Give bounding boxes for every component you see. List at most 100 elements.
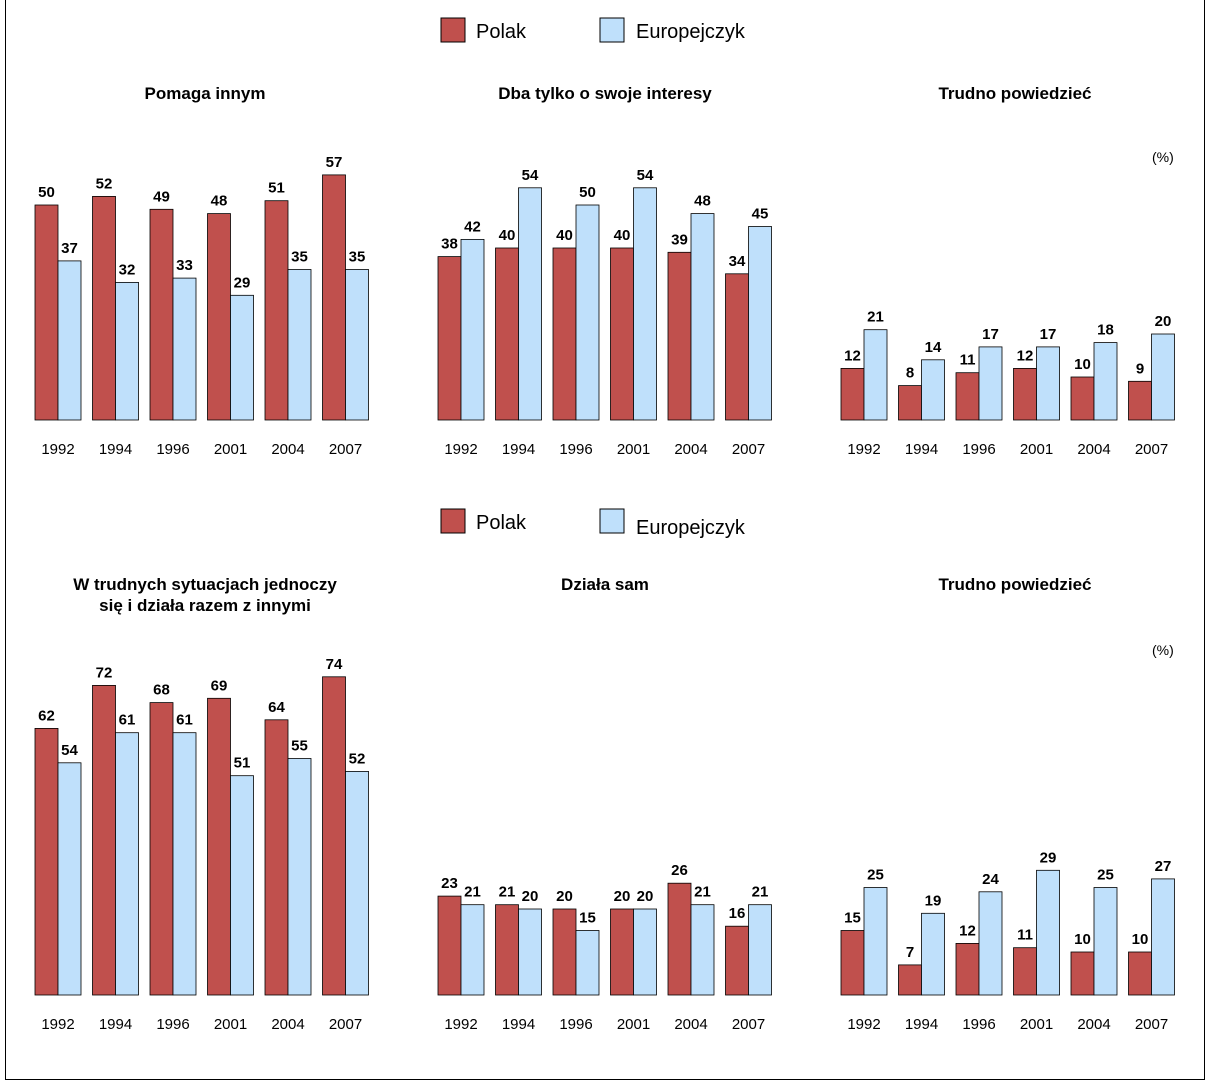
bar-polak <box>207 213 231 421</box>
bar-europejczyk <box>1093 887 1118 996</box>
legend-label-europejczyk: Europejczyk <box>636 517 746 539</box>
legend-swatch-europejczyk <box>599 17 625 43</box>
figure-frame <box>5 0 1205 1080</box>
bar-polak <box>610 908 634 996</box>
data-label: 38 <box>441 236 458 253</box>
bar-polak <box>34 728 59 996</box>
data-label: 12 <box>844 347 861 364</box>
unit-label-top: (%) <box>1152 149 1174 165</box>
data-label: 50 <box>38 184 55 201</box>
x-tick-label: 1994 <box>905 441 938 458</box>
data-label: 19 <box>925 892 942 909</box>
legend-label-polak: Polak <box>476 512 527 534</box>
chart-title: się i działa razem z innymi <box>99 596 311 615</box>
bar-polak <box>149 208 174 421</box>
data-label: 27 <box>1155 858 1172 875</box>
data-label: 25 <box>1097 867 1114 884</box>
data-label: 16 <box>729 905 746 922</box>
bar-polak <box>898 385 922 421</box>
data-label: 69 <box>211 677 228 694</box>
bar-europejczyk <box>575 204 600 421</box>
bar-polak <box>437 256 462 421</box>
x-tick-label: 2004 <box>674 441 707 458</box>
bar-europejczyk <box>1151 878 1175 996</box>
bar-polak <box>264 719 289 996</box>
chart-title: W trudnych sytuacjach jednoczy <box>73 575 337 594</box>
bar-polak <box>1070 951 1095 996</box>
bar-europejczyk <box>115 732 139 996</box>
bar-europejczyk <box>345 269 369 421</box>
bar-polak <box>92 195 116 421</box>
data-label: 50 <box>579 184 596 201</box>
data-label: 29 <box>234 274 251 291</box>
data-label: 61 <box>119 712 136 729</box>
data-label: 11 <box>1017 927 1033 944</box>
data-label: 17 <box>1040 326 1057 343</box>
data-label: 45 <box>752 206 769 223</box>
data-label: 52 <box>349 750 366 767</box>
x-tick-label: 2007 <box>732 441 765 458</box>
bar-europejczyk <box>460 238 485 421</box>
data-label: 14 <box>925 339 942 356</box>
bar-europejczyk <box>921 912 945 996</box>
data-label: 68 <box>153 682 170 699</box>
data-label: 72 <box>96 664 113 681</box>
data-label: 35 <box>349 249 366 266</box>
bar-europejczyk <box>690 213 715 421</box>
bar-europejczyk <box>978 891 1003 996</box>
data-label: 23 <box>441 875 458 892</box>
data-label: 21 <box>694 884 711 901</box>
bar-polak <box>552 247 577 421</box>
data-label: 48 <box>694 193 711 210</box>
chart-title: Pomaga innym <box>145 84 266 103</box>
x-tick-label: 1994 <box>905 1016 938 1033</box>
x-tick-label: 2001 <box>214 1016 247 1033</box>
x-tick-label: 1996 <box>559 441 592 458</box>
bar-europejczyk <box>863 887 888 996</box>
data-label: 49 <box>153 188 170 205</box>
x-tick-label: 2001 <box>617 1016 650 1033</box>
bar-polak <box>207 697 231 996</box>
x-tick-label: 1996 <box>559 1016 592 1033</box>
data-label: 20 <box>1155 313 1172 330</box>
data-label: 54 <box>522 167 539 184</box>
bar-europejczyk <box>748 904 772 996</box>
data-label: 21 <box>499 884 516 901</box>
data-label: 39 <box>671 231 688 248</box>
bar-polak <box>322 174 346 421</box>
x-tick-label: 2001 <box>617 441 650 458</box>
bar-europejczyk <box>633 908 657 996</box>
data-label: 33 <box>176 257 193 274</box>
bar-polak <box>264 200 289 421</box>
data-label: 29 <box>1040 849 1057 866</box>
x-tick-label: 2001 <box>214 441 247 458</box>
bar-europejczyk <box>57 762 82 996</box>
data-label: 40 <box>614 227 631 244</box>
bar-polak <box>34 204 59 421</box>
data-label: 24 <box>982 871 999 888</box>
x-tick-label: 1994 <box>99 1016 132 1033</box>
charts-group: Pomaga innym5037199252321994493319964829… <box>34 84 1175 1033</box>
data-label: 10 <box>1132 931 1149 948</box>
bar-europejczyk <box>921 359 945 421</box>
legend-middle: Polak Europejczyk <box>440 508 746 539</box>
bar-polak <box>92 685 116 996</box>
data-label: 12 <box>959 922 976 939</box>
bar-europejczyk <box>518 908 542 996</box>
data-label: 8 <box>906 365 914 382</box>
data-label: 57 <box>326 154 343 171</box>
x-tick-label: 2007 <box>329 441 362 458</box>
bar-europejczyk <box>230 294 254 421</box>
bar-europejczyk <box>172 732 197 996</box>
data-label: 54 <box>637 167 654 184</box>
bar-polak <box>495 247 519 421</box>
chart-title: Trudno powiedzieć <box>938 575 1091 594</box>
data-label: 20 <box>614 888 631 905</box>
bar-polak <box>1128 380 1152 421</box>
chart-title: Działa sam <box>561 575 649 594</box>
bar-polak <box>840 367 865 421</box>
bar-europejczyk <box>1093 342 1118 421</box>
data-label: 51 <box>234 755 251 772</box>
bar-europejczyk <box>287 758 312 996</box>
